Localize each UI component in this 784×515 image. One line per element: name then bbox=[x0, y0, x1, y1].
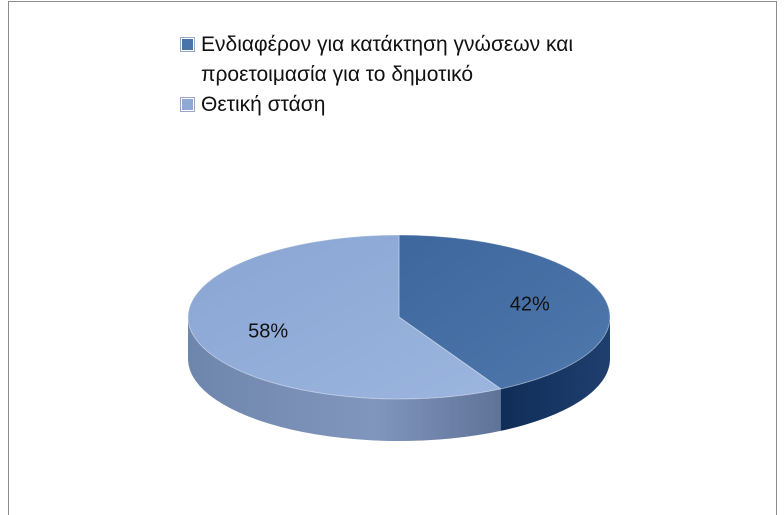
pie-sides bbox=[187, 317, 610, 441]
data-label-1: 58% bbox=[248, 320, 288, 342]
pie-side-1 bbox=[187, 317, 501, 441]
pie-slice-0 bbox=[398, 234, 611, 390]
legend-label-positive: Θετική στάση bbox=[201, 93, 326, 116]
legend-label-interest: Ενδιαφέρον για κατάκτηση γνώσεων και προ… bbox=[201, 33, 574, 86]
legend-item-positive: Θετική στάση bbox=[180, 90, 701, 120]
legend-item-interest: Ενδιαφέρον για κατάκτηση γνώσεων και προ… bbox=[180, 30, 701, 90]
pie-labels: 42% 58% bbox=[248, 294, 550, 343]
legend-swatch-positive bbox=[180, 97, 195, 112]
pie-slice-1 bbox=[187, 234, 502, 400]
pie-top bbox=[187, 234, 611, 400]
data-label-0: 42% bbox=[510, 294, 550, 316]
legend: Ενδιαφέρον για κατάκτηση γνώσεων και προ… bbox=[180, 30, 701, 120]
pie-side-0 bbox=[500, 317, 610, 431]
legend-swatch-interest bbox=[180, 37, 195, 52]
